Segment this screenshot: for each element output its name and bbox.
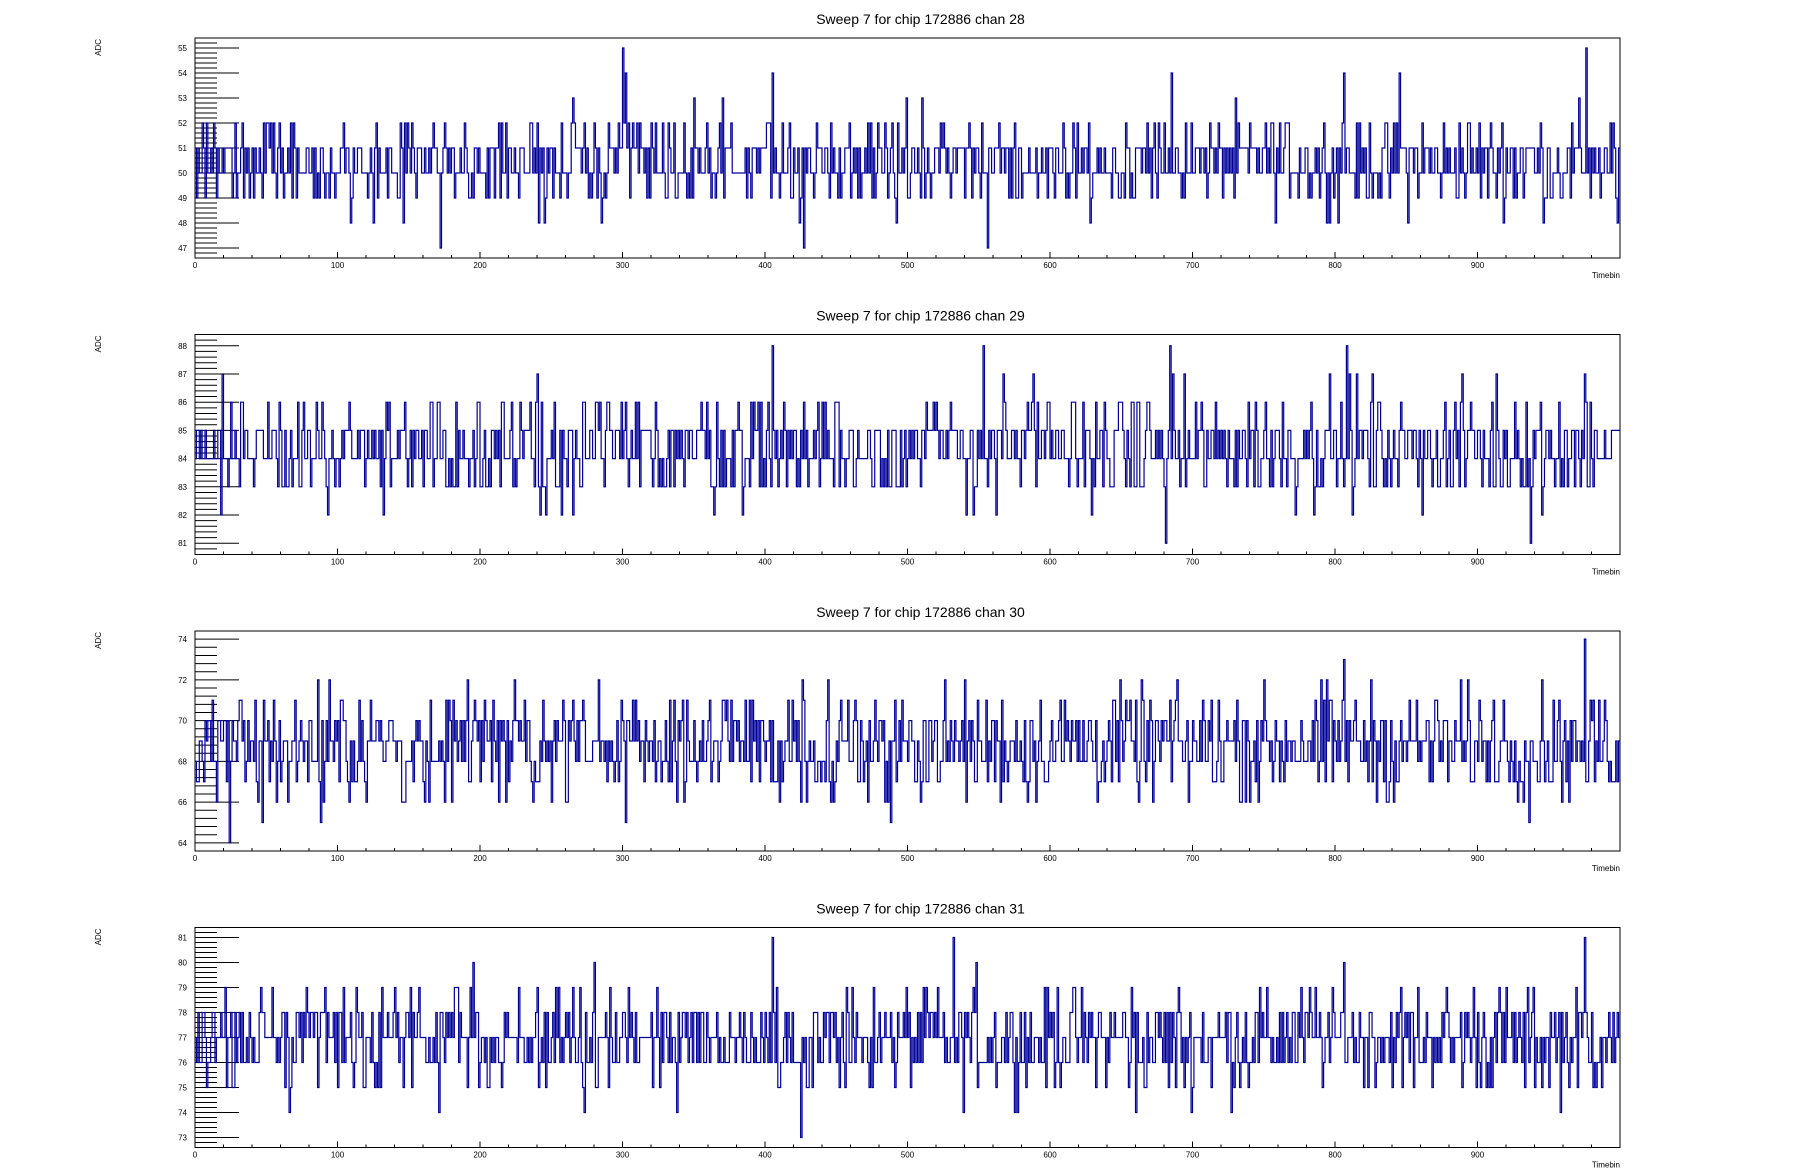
y-tick-label: 80 [178,959,187,968]
y-tick-label: 78 [178,1009,187,1018]
y-axis-label: ADC [94,928,103,945]
y-tick-label: 68 [178,757,187,766]
y-tick-label: 86 [178,398,187,407]
y-tick-label: 49 [178,194,187,203]
y-tick-label: 87 [178,370,187,379]
x-tick-label: 0 [193,854,198,863]
y-tick-label: 51 [178,144,187,153]
x-tick-label: 500 [901,1151,915,1160]
x-tick-label: 700 [1186,558,1200,567]
x-tick-label: 900 [1471,1151,1485,1160]
x-tick-label: 800 [1328,261,1342,270]
x-tick-label: 300 [616,558,630,567]
x-tick-label: 600 [1043,854,1057,863]
x-tick-label: 700 [1186,1151,1200,1160]
y-tick-label: 79 [178,984,187,993]
x-tick-label: 0 [193,1151,198,1160]
panel-title: Sweep 7 for chip 172886 chan 31 [816,901,1025,917]
y-tick-label: 82 [178,511,187,520]
x-tick-label: 800 [1328,1151,1342,1160]
x-tick-label: 600 [1043,558,1057,567]
y-tick-label: 74 [178,1109,187,1118]
y-tick-label: 84 [178,455,187,464]
x-tick-label: 900 [1471,558,1485,567]
x-tick-label: 400 [758,1151,772,1160]
plot-frame [194,334,1621,555]
x-tick-label: 100 [331,558,345,567]
y-tick-label: 76 [178,1059,187,1068]
adc-trace [195,345,1620,544]
x-tick-label: 400 [758,854,772,863]
x-tick-label: 200 [473,1151,487,1160]
x-tick-label: 500 [901,261,915,270]
x-tick-label: 400 [758,261,772,270]
y-tick-label: 70 [178,717,187,726]
adc-trace [195,936,1620,1139]
x-tick-label: 500 [901,558,915,567]
y-tick-label: 52 [178,119,187,128]
x-tick-label: 0 [193,558,198,567]
x-tick-label: 400 [758,558,772,567]
x-tick-label: 500 [901,854,915,863]
y-tick-label: 72 [178,676,187,685]
x-tick-label: 900 [1471,261,1485,270]
y-tick-label: 74 [178,635,187,644]
x-tick-label: 100 [331,261,345,270]
y-axis-label: ADC [94,39,103,56]
x-tick-label: 800 [1328,558,1342,567]
y-tick-label: 50 [178,169,187,178]
y-tick-label: 81 [178,539,187,548]
x-tick-label: 0 [193,261,198,270]
x-tick-label: 100 [331,854,345,863]
y-tick-label: 66 [178,798,187,807]
plot-frame [194,37,1621,259]
x-axis-label: Timebin [1592,271,1620,280]
y-axis-label: ADC [94,335,103,352]
y-tick-label: 55 [178,44,187,53]
x-tick-label: 200 [473,854,487,863]
x-axis-label: Timebin [1592,568,1620,577]
x-tick-label: 300 [616,261,630,270]
x-tick-label: 200 [473,558,487,567]
y-tick-label: 81 [178,934,187,943]
panel-title: Sweep 7 for chip 172886 chan 28 [816,11,1025,27]
panel-title: Sweep 7 for chip 172886 chan 30 [816,604,1025,620]
plot-frame [194,630,1621,852]
x-axis-label: Timebin [1592,864,1620,873]
x-tick-label: 300 [616,854,630,863]
x-tick-label: 700 [1186,261,1200,270]
y-tick-label: 47 [178,244,187,253]
y-tick-label: 85 [178,426,187,435]
x-tick-label: 300 [616,1151,630,1160]
x-tick-label: 900 [1471,854,1485,863]
y-tick-label: 48 [178,219,187,228]
y-tick-label: 53 [178,94,187,103]
x-tick-label: 200 [473,261,487,270]
x-axis-label: Timebin [1592,1161,1620,1170]
x-tick-label: 600 [1043,261,1057,270]
plot-frame [194,927,1621,1148]
panel-title: Sweep 7 for chip 172886 chan 29 [816,308,1025,324]
y-tick-label: 88 [178,342,187,351]
y-tick-label: 73 [178,1134,187,1143]
y-tick-label: 75 [178,1084,187,1093]
adc-trace [195,638,1620,844]
x-tick-label: 700 [1186,854,1200,863]
y-axis-label: ADC [94,632,103,649]
x-tick-label: 600 [1043,1151,1057,1160]
y-tick-label: 64 [178,839,187,848]
y-tick-label: 83 [178,483,187,492]
y-tick-label: 54 [178,69,187,78]
adc-trace [195,47,1620,249]
y-tick-label: 77 [178,1034,187,1043]
x-tick-label: 100 [331,1151,345,1160]
x-tick-label: 800 [1328,854,1342,863]
